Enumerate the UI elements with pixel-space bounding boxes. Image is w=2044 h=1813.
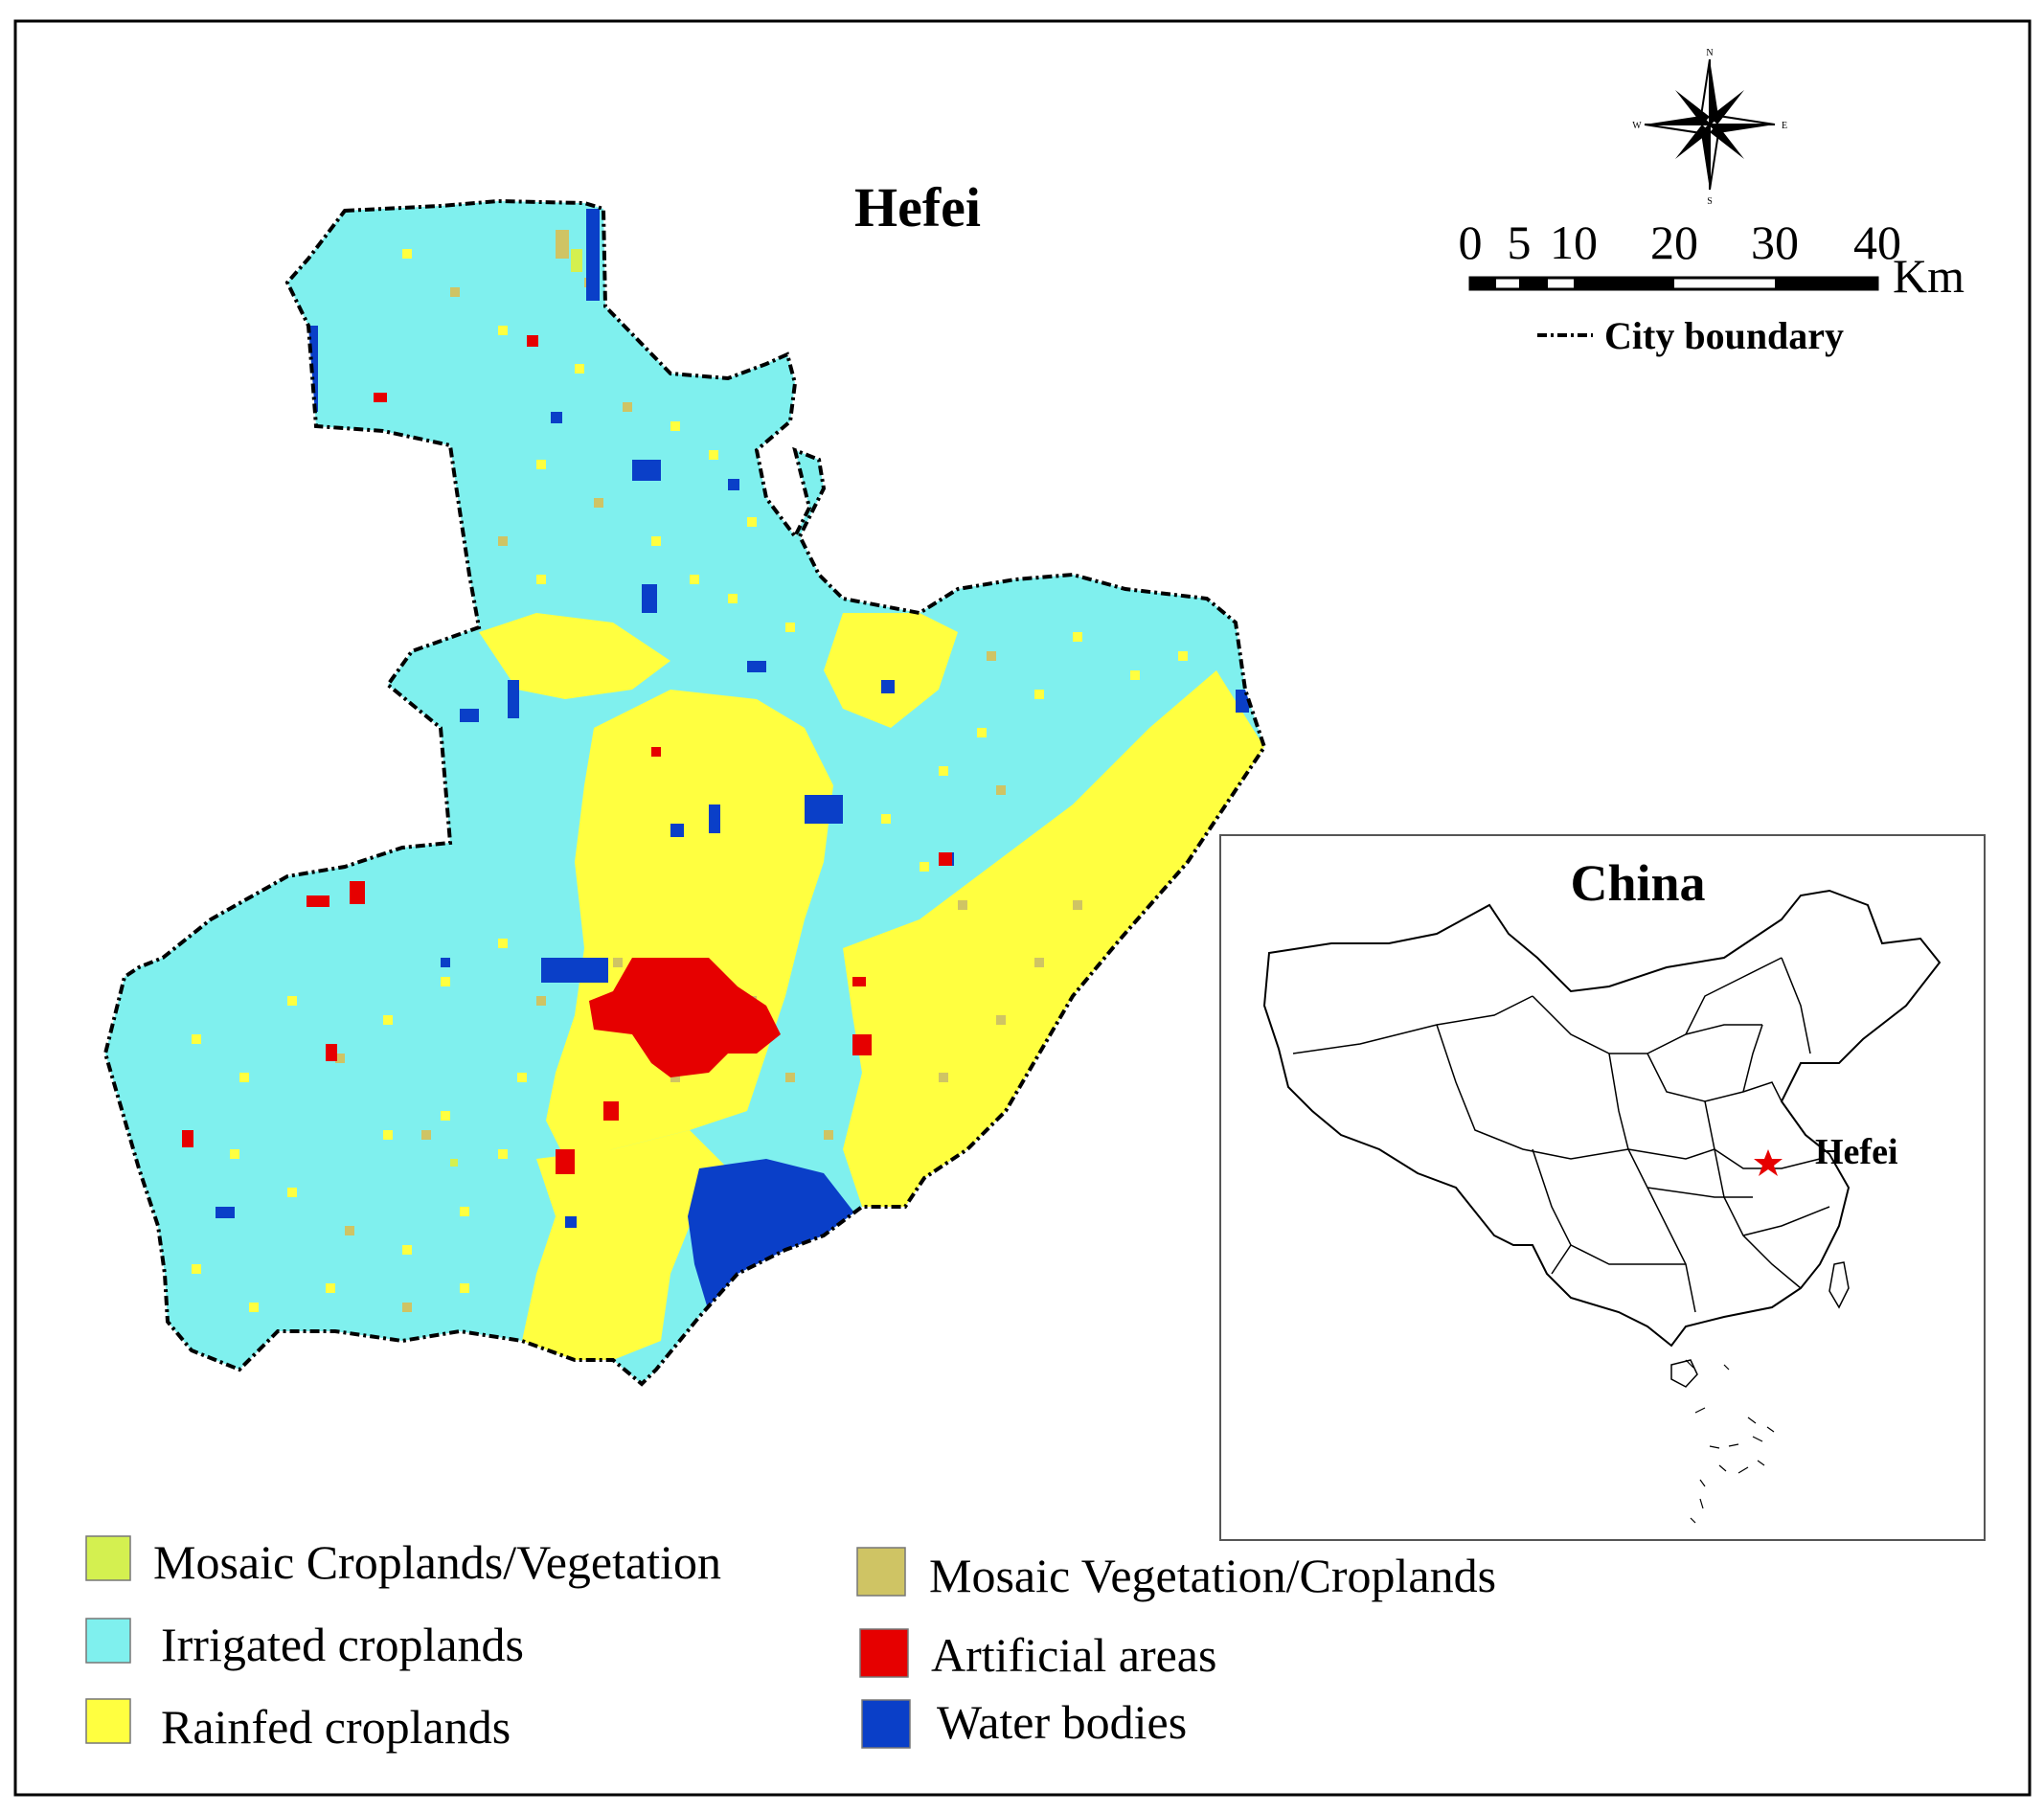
legend-item-artificial-areas: Artificial areas [859, 1628, 1216, 1682]
scale-tick-30: 30 [1751, 215, 1799, 269]
hefei-map [102, 198, 1267, 1387]
taiwan-island [1828, 1261, 1850, 1309]
scale-tick-5: 5 [1508, 215, 1532, 269]
legend-label: Water bodies [937, 1695, 1187, 1749]
legend-item-water-bodies: Water bodies [861, 1695, 1187, 1749]
scale-tick-40: 40 [1853, 215, 1901, 269]
compass-west: W [1632, 121, 1642, 131]
landcover-legend: Mosaic Croplands/Vegetation Irrigated cr… [85, 1535, 1496, 1754]
boundary-legend: City boundary [1537, 314, 1844, 357]
city-boundary-line [102, 198, 1267, 1387]
scale-bar: 0 5 10 20 30 40 Km [1459, 215, 1965, 303]
china-outline [1262, 889, 1942, 1348]
scale-segment-30-40 [1775, 278, 1877, 289]
compass-north: N [1706, 48, 1713, 58]
south-china-sea-islands [1685, 1359, 1775, 1524]
inset-china: China Hefei [1219, 834, 1986, 1541]
map-title: Hefei [854, 176, 981, 238]
legend-label: Artificial areas [931, 1628, 1216, 1682]
compass-rose: N S E W [1632, 48, 1787, 207]
hefei-star-marker [1754, 1149, 1783, 1176]
scale-tick-20: 20 [1650, 215, 1698, 269]
legend-label: Mosaic Vegetation/Croplands [929, 1549, 1496, 1602]
scale-segment-5-7p5 [1519, 278, 1548, 289]
compass-east: E [1782, 121, 1787, 131]
legend-swatch [85, 1698, 131, 1744]
scale-tick-10: 10 [1550, 215, 1598, 269]
legend-label: Irrigated croplands [161, 1618, 524, 1671]
rainfed-north-patches [479, 613, 670, 699]
boundary-legend-label: City boundary [1604, 314, 1844, 357]
legend-item-mosaic-croplands-vegetation: Mosaic Croplands/Vegetation [85, 1535, 721, 1589]
compass-south: S [1707, 196, 1713, 207]
legend-swatch [859, 1628, 909, 1678]
legend-label: Rainfed croplands [161, 1700, 511, 1754]
urban-core [589, 958, 781, 1077]
legend-item-mosaic-vegetation-croplands: Mosaic Vegetation/Croplands [856, 1547, 1496, 1602]
inset-hefei-label: Hefei [1815, 1132, 1898, 1172]
inset-title: China [1570, 854, 1705, 912]
scale-unit: Km [1893, 249, 1965, 303]
rainfed-east-zone [824, 613, 958, 728]
scale-tick-0: 0 [1459, 215, 1483, 269]
legend-label: Mosaic Croplands/Vegetation [153, 1535, 721, 1589]
legend-swatch [85, 1618, 131, 1664]
artificial-patches [182, 335, 952, 1174]
legend-swatch [861, 1699, 911, 1749]
legend-swatch [856, 1547, 906, 1597]
legend-item-irrigated-croplands: Irrigated croplands [85, 1618, 524, 1671]
landcover-speckles [192, 230, 1188, 1312]
china-province-lines [1292, 957, 1830, 1313]
rainfed-south-zone [522, 1130, 728, 1360]
scale-segment-0-2p5 [1470, 278, 1496, 289]
legend-swatch [85, 1535, 131, 1581]
legend-item-rainfed-croplands: Rainfed croplands [85, 1698, 511, 1754]
scale-segment-10-20 [1574, 278, 1674, 289]
